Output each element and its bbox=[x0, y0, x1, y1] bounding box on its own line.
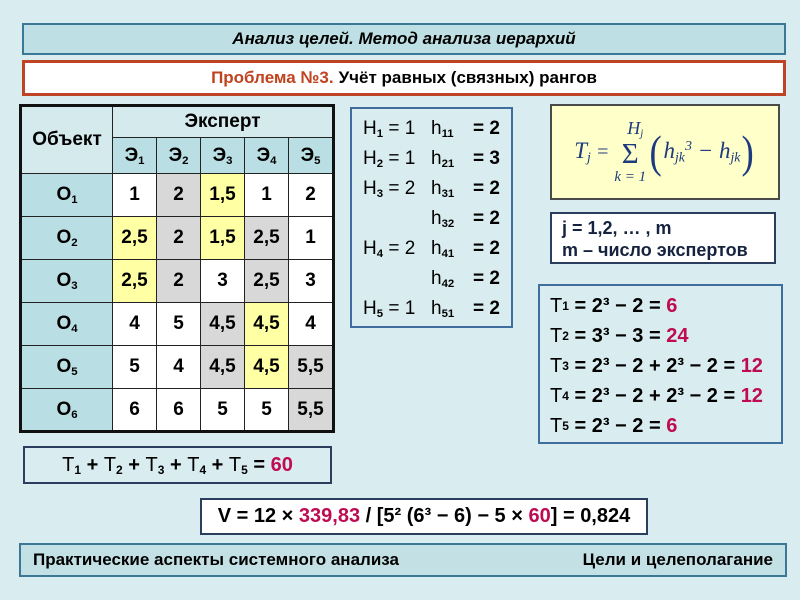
rank-cell: 2 bbox=[156, 173, 201, 217]
rank-cell: 2,5 bbox=[112, 216, 157, 260]
rank-cell: 4,5 bbox=[200, 345, 245, 389]
object-row-header: О1 bbox=[20, 173, 113, 217]
rank-cell: 1 bbox=[112, 173, 157, 217]
rank-cell: 3 bbox=[200, 259, 245, 303]
table-row: О1 1 2 1,5 1 2 bbox=[20, 173, 334, 217]
table-row: О2 2,5 2 1,5 2,5 1 bbox=[20, 216, 334, 260]
expert-col-header: Э4 bbox=[244, 137, 289, 174]
rank-cell: 5,5 bbox=[288, 345, 334, 389]
tj-formula-panel: Tj = Hj Σ k = 1 ( hjk3 − hjk ) bbox=[550, 104, 780, 200]
h-value-line: H4 = 2 h41 = 2 bbox=[363, 238, 500, 260]
problem-text: Учёт равных (связных) рангов bbox=[338, 68, 597, 87]
rank-cell: 2 bbox=[156, 216, 201, 260]
object-row-header: О3 bbox=[20, 259, 113, 303]
sigma-symbol: Σ bbox=[621, 137, 639, 170]
rank-cell: 5,5 bbox=[288, 388, 334, 432]
rank-cell: 5 bbox=[156, 302, 201, 346]
rank-cell: 3 bbox=[288, 259, 334, 303]
problem-banner: Проблема №3. Учёт равных (связных) ранго… bbox=[22, 60, 786, 96]
sum-operator: Hj Σ k = 1 bbox=[614, 118, 647, 185]
open-paren: ( bbox=[649, 125, 662, 177]
expert-header-cell: Эксперт bbox=[112, 105, 334, 138]
object-row-header: О2 bbox=[20, 216, 113, 260]
object-row-header: О5 bbox=[20, 345, 113, 389]
rank-cell: 1,5 bbox=[200, 216, 245, 260]
rank-cell: 5 bbox=[244, 388, 289, 432]
h-value-line: h32 = 2 bbox=[431, 208, 500, 230]
object-header-cell: Объект bbox=[20, 105, 113, 174]
rank-cell: 6 bbox=[156, 388, 201, 432]
expert-col-header: Э2 bbox=[156, 137, 201, 174]
j-note-line1: j = 1,2, … , m bbox=[562, 218, 672, 238]
rank-cell: 1 bbox=[244, 173, 289, 217]
footer-bar: Практические аспекты системного анализа … bbox=[19, 543, 787, 577]
expert-col-header: Э5 bbox=[288, 137, 334, 174]
rank-cell: 2 bbox=[288, 173, 334, 217]
rank-cell: 5 bbox=[112, 345, 157, 389]
rank-cell: 4 bbox=[288, 302, 334, 346]
expert-col-header: Э3 bbox=[200, 137, 245, 174]
v-formula-panel: V = 12 × 339,83 / [5² (6³ − 6) − 5 × 60]… bbox=[200, 498, 648, 535]
h-value-line: H3 = 2 h31 = 2 bbox=[363, 178, 500, 200]
rank-cell: 4 bbox=[112, 302, 157, 346]
slide-title-text: Анализ целей. Метод анализа иерархий bbox=[232, 29, 576, 48]
ranks-table: Объект Эксперт Э1 Э2 Э3 Э4 Э5 О1 1 2 1,5… bbox=[19, 104, 335, 433]
close-paren: ) bbox=[741, 125, 755, 177]
rank-cell: 2,5 bbox=[244, 216, 289, 260]
rank-cell: 5 bbox=[200, 388, 245, 432]
rank-cell: 1,5 bbox=[200, 173, 245, 217]
rank-cell: 4 bbox=[156, 345, 201, 389]
h-value-line: H1 = 1 h11 = 2 bbox=[363, 118, 500, 140]
rank-cell: 2 bbox=[156, 259, 201, 303]
rank-cell: 2,5 bbox=[244, 259, 289, 303]
object-row-header: О4 bbox=[20, 302, 113, 346]
table-row: О6 6 6 5 5 5,5 bbox=[20, 388, 334, 432]
ranks-table-container: Объект Эксперт Э1 Э2 Э3 Э4 Э5 О1 1 2 1,5… bbox=[19, 104, 335, 433]
footer-right-text: Цели и целеполагание bbox=[582, 550, 773, 569]
rank-cell: 4,5 bbox=[244, 302, 289, 346]
rank-cell: 1 bbox=[288, 216, 334, 260]
h-value-line: H2 = 1 h21 = 3 bbox=[363, 148, 500, 170]
t-sum-formula: T1 + T2 + T3 + T4 + T5 = 60 bbox=[62, 453, 293, 477]
j-note-panel: j = 1,2, … , m m – число экспертов bbox=[550, 212, 776, 264]
rank-cell: 4,5 bbox=[244, 345, 289, 389]
problem-label: Проблема №3. bbox=[211, 68, 334, 87]
footer-left-text: Практические аспекты системного анализа bbox=[33, 550, 399, 569]
j-note-line2: m – число экспертов bbox=[562, 240, 748, 260]
expert-col-header: Э1 bbox=[112, 137, 157, 174]
v-formula: V = 12 × 339,83 / [5² (6³ − 6) − 5 × 60]… bbox=[217, 505, 631, 527]
rank-cell: 6 bbox=[112, 388, 157, 432]
slide-title: Анализ целей. Метод анализа иерархий bbox=[22, 23, 786, 55]
rank-cell: 2,5 bbox=[112, 259, 157, 303]
tj-formula: Tj = Hj Σ k = 1 ( hjk3 − hjk ) bbox=[574, 118, 755, 185]
h-values-panel: H1 = 1 h11 = 2 H2 = 1 h21 = 3 H3 = 2 h31… bbox=[350, 107, 513, 328]
t-sum-panel: T1 + T2 + T3 + T4 + T5 = 60 bbox=[23, 446, 332, 484]
h-value-line: h42 = 2 bbox=[431, 268, 500, 290]
table-row: О4 4 5 4,5 4,5 4 bbox=[20, 302, 334, 346]
table-row: О3 2,5 2 3 2,5 3 bbox=[20, 259, 334, 303]
object-row-header: О6 bbox=[20, 388, 113, 432]
table-row: О5 5 4 4,5 4,5 5,5 bbox=[20, 345, 334, 389]
h-value-line: H5 = 1 h51 = 2 bbox=[363, 298, 500, 320]
rank-cell: 4,5 bbox=[200, 302, 245, 346]
